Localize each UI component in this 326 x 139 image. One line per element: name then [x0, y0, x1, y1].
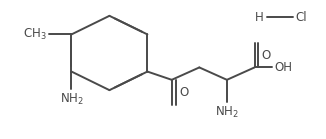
Text: OH: OH	[274, 61, 292, 74]
Text: NH$_2$: NH$_2$	[215, 105, 239, 120]
Text: O: O	[262, 49, 271, 62]
Text: CH$_3$: CH$_3$	[23, 27, 47, 42]
Text: O: O	[179, 86, 188, 99]
Text: H: H	[255, 11, 264, 24]
Text: NH$_2$: NH$_2$	[60, 92, 83, 107]
Text: Cl: Cl	[295, 11, 307, 24]
